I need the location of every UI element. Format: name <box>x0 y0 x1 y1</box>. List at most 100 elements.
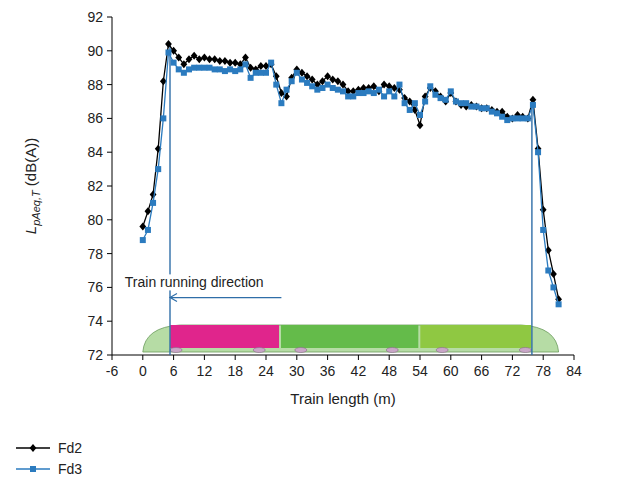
data-point <box>222 68 228 74</box>
data-point <box>309 83 315 89</box>
data-point <box>186 66 192 72</box>
legend-marker <box>30 466 36 472</box>
data-point <box>432 92 438 98</box>
data-point <box>376 87 382 93</box>
data-point <box>494 110 500 116</box>
train-body <box>143 325 559 352</box>
y-tick <box>107 253 112 254</box>
x-axis-title: Train length (m) <box>290 390 395 407</box>
legend-marker <box>30 444 37 452</box>
x-tick-label: 12 <box>197 363 213 379</box>
data-point <box>196 65 202 71</box>
data-point <box>232 59 239 67</box>
data-point <box>314 87 320 93</box>
data-point <box>150 200 156 206</box>
annotation-background <box>124 274 265 290</box>
data-point <box>427 83 433 89</box>
train-car <box>281 325 418 348</box>
x-tick-label: 78 <box>535 363 551 379</box>
train-bogie <box>436 348 448 353</box>
data-point <box>361 90 367 96</box>
x-tick <box>296 355 297 360</box>
x-tick <box>389 355 390 360</box>
data-point <box>242 54 249 62</box>
data-point <box>258 70 264 76</box>
x-tick <box>112 355 113 360</box>
y-tick <box>107 219 112 220</box>
y-tick-label: 86 <box>87 110 103 126</box>
data-point <box>550 284 556 290</box>
data-point <box>473 104 479 110</box>
x-tick-label: 48 <box>381 363 397 379</box>
data-point <box>443 97 449 103</box>
data-point <box>396 82 402 88</box>
data-point <box>350 93 356 99</box>
data-point <box>499 114 505 120</box>
data-point <box>165 49 171 55</box>
x-tick <box>543 355 544 360</box>
data-point <box>201 54 208 62</box>
data-point <box>458 100 464 106</box>
y-tick-label: 82 <box>87 178 103 194</box>
data-point <box>196 55 203 63</box>
data-point <box>407 107 413 113</box>
y-tick-label: 88 <box>87 77 103 93</box>
data-point <box>304 80 310 86</box>
data-point <box>155 166 161 172</box>
y-tick <box>107 287 112 288</box>
x-tick-label: 54 <box>412 363 428 379</box>
data-point <box>217 66 223 72</box>
data-point <box>294 70 300 76</box>
data-point <box>530 102 536 108</box>
data-point <box>504 117 510 123</box>
data-point <box>556 301 562 307</box>
data-point <box>484 105 490 111</box>
data-point <box>386 88 392 94</box>
data-point <box>232 68 238 74</box>
x-tick-label: 42 <box>351 363 367 379</box>
data-point <box>520 115 526 121</box>
data-point <box>150 190 157 198</box>
y-tick-label: 80 <box>87 212 103 228</box>
data-point <box>381 93 387 99</box>
data-point <box>242 61 248 67</box>
train-car <box>170 325 279 348</box>
series-line <box>143 52 559 304</box>
x-tick-label: 72 <box>505 363 521 379</box>
data-point <box>417 112 423 118</box>
data-point <box>422 99 428 105</box>
y-tick <box>107 84 112 85</box>
train-bogie <box>295 348 307 353</box>
x-tick <box>358 355 359 360</box>
data-point <box>176 66 182 72</box>
data-point <box>355 90 361 96</box>
x-tick <box>574 355 575 360</box>
x-tick-label: 18 <box>227 363 243 379</box>
x-tick-label: -6 <box>106 363 119 379</box>
data-point <box>207 65 213 71</box>
data-point <box>540 227 546 233</box>
data-point <box>417 121 424 129</box>
data-point <box>248 75 254 81</box>
data-point <box>181 70 187 76</box>
data-point <box>509 115 515 121</box>
data-point <box>222 57 229 65</box>
data-point <box>165 40 172 48</box>
y-tick-label: 92 <box>87 9 103 25</box>
reference-line <box>531 98 532 355</box>
data-point <box>463 100 469 106</box>
y-tick-label: 78 <box>87 246 103 262</box>
y-tick <box>107 17 112 18</box>
x-axis <box>112 355 574 356</box>
y-tick-label: 90 <box>87 43 103 59</box>
data-point <box>479 105 485 111</box>
data-point <box>191 65 197 71</box>
x-tick-label: 30 <box>289 363 305 379</box>
y-tick <box>107 355 112 356</box>
x-tick <box>512 355 513 360</box>
data-point <box>340 88 346 94</box>
data-point <box>201 65 207 71</box>
plot-data <box>139 40 562 355</box>
y-tick <box>107 321 112 322</box>
train-car <box>420 325 531 348</box>
